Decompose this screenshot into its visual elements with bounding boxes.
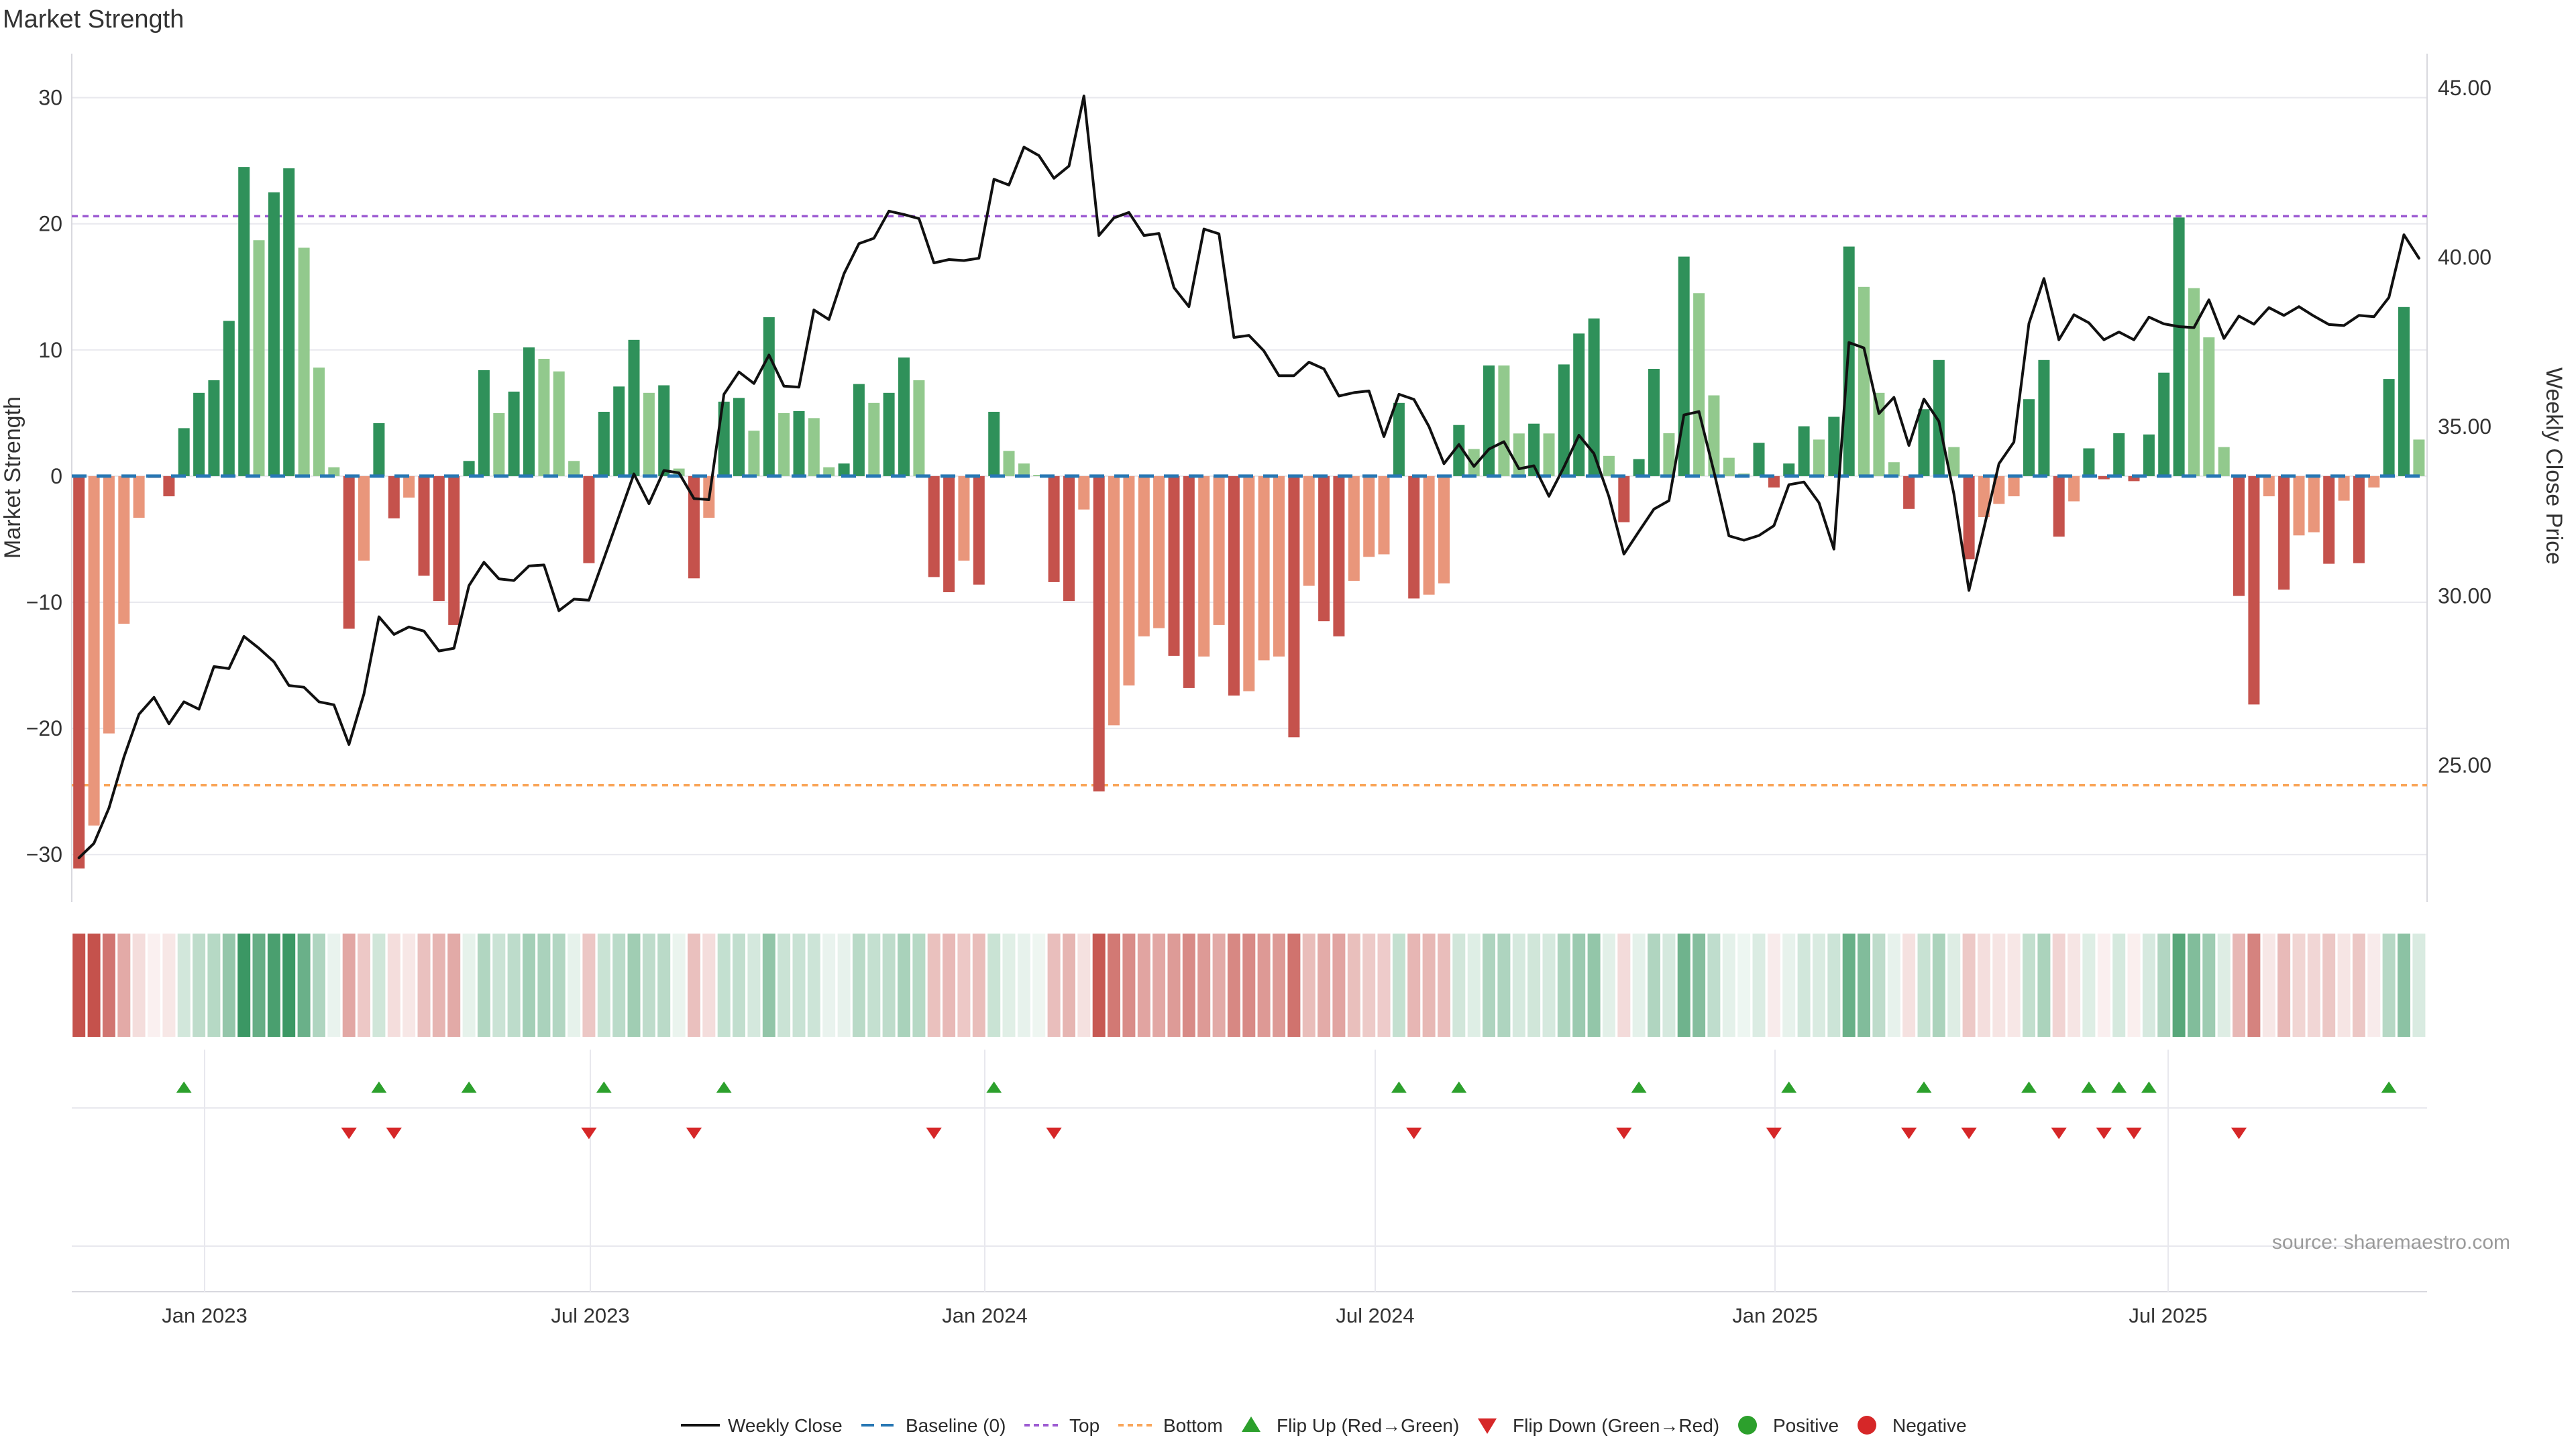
- svg-text:Positive: Positive: [1773, 1415, 1839, 1436]
- svg-text:45.00: 45.00: [2438, 76, 2491, 100]
- svg-text:−10: −10: [26, 590, 62, 614]
- svg-text:30.00: 30.00: [2438, 583, 2491, 608]
- svg-text:Jul 2023: Jul 2023: [551, 1304, 629, 1327]
- svg-text:40.00: 40.00: [2438, 245, 2491, 270]
- svg-text:20: 20: [38, 212, 62, 236]
- svg-text:Market Strength: Market Strength: [0, 396, 25, 559]
- svg-text:Baseline (0): Baseline (0): [906, 1415, 1006, 1436]
- svg-text:Jan 2025: Jan 2025: [1732, 1304, 1818, 1327]
- svg-text:Weekly Close Price: Weekly Close Price: [2541, 368, 2567, 565]
- svg-text:−30: −30: [26, 842, 62, 867]
- svg-text:Top: Top: [1069, 1415, 1099, 1436]
- svg-text:10: 10: [38, 338, 62, 362]
- svg-text:Flip Up (Red→Green): Flip Up (Red→Green): [1277, 1415, 1459, 1436]
- svg-text:Jul 2025: Jul 2025: [2129, 1304, 2207, 1327]
- svg-text:Bottom: Bottom: [1163, 1415, 1223, 1436]
- svg-text:Negative: Negative: [1892, 1415, 1967, 1436]
- svg-text:Jul 2024: Jul 2024: [1336, 1304, 1414, 1327]
- svg-text:30: 30: [38, 86, 62, 110]
- svg-text:Market Strength: Market Strength: [3, 5, 184, 34]
- svg-text:35.00: 35.00: [2438, 414, 2491, 439]
- svg-text:25.00: 25.00: [2438, 753, 2491, 777]
- svg-text:Weekly Close: Weekly Close: [728, 1415, 843, 1436]
- svg-text:source: sharemaestro.com: source: sharemaestro.com: [2272, 1231, 2510, 1253]
- svg-text:Jan 2023: Jan 2023: [162, 1304, 248, 1327]
- svg-text:Jan 2024: Jan 2024: [942, 1304, 1028, 1327]
- svg-text:0: 0: [50, 464, 62, 488]
- svg-text:Flip Down (Green→Red): Flip Down (Green→Red): [1513, 1415, 1719, 1436]
- svg-text:−20: −20: [26, 716, 62, 740]
